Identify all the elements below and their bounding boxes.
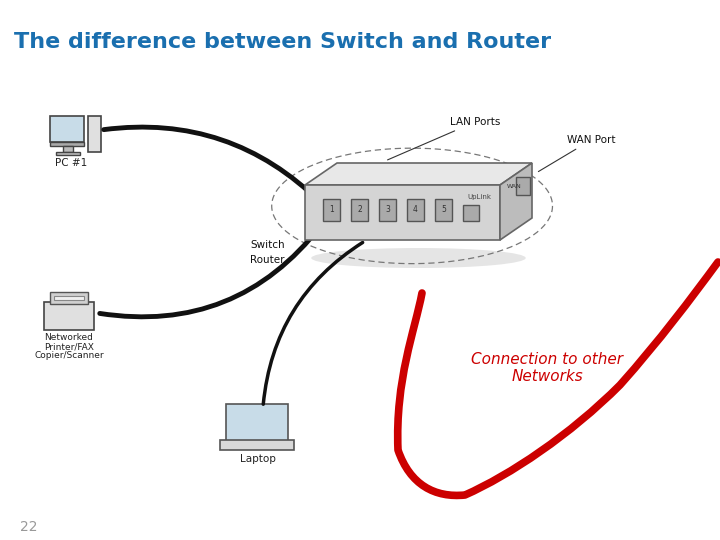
Polygon shape (305, 163, 532, 185)
Text: WAN: WAN (507, 184, 521, 188)
Text: UpLink: UpLink (467, 194, 491, 200)
Bar (220, 440, 294, 450)
Text: Copier/Scanner: Copier/Scanner (34, 351, 104, 360)
Bar (323, 199, 340, 221)
Text: 1: 1 (329, 206, 334, 214)
Bar (407, 199, 424, 221)
Bar (463, 205, 479, 221)
Bar (305, 185, 500, 240)
Text: PC #1: PC #1 (55, 158, 87, 168)
Text: Router: Router (250, 255, 284, 265)
Text: Printer/FAX: Printer/FAX (44, 342, 94, 351)
Bar (50, 116, 84, 142)
Bar (226, 404, 288, 442)
Bar (63, 146, 73, 152)
Text: LAN Ports: LAN Ports (387, 117, 500, 160)
Bar (44, 302, 94, 330)
Text: Laptop: Laptop (240, 454, 276, 464)
Bar (50, 292, 88, 304)
Text: WAN Port: WAN Port (539, 135, 616, 172)
Bar (351, 199, 368, 221)
Text: 22: 22 (20, 520, 37, 534)
Polygon shape (500, 163, 532, 240)
Text: Connection to other
Networks: Connection to other Networks (471, 352, 623, 384)
Ellipse shape (311, 248, 526, 268)
Text: 2: 2 (357, 206, 362, 214)
Text: Switch: Switch (250, 240, 284, 250)
Bar (516, 177, 530, 195)
Bar (379, 199, 396, 221)
Bar (56, 152, 80, 155)
Text: Networked: Networked (45, 333, 94, 342)
Text: 5: 5 (441, 206, 446, 214)
Text: 4: 4 (413, 206, 418, 214)
Bar (88, 116, 101, 152)
Bar (54, 296, 84, 300)
Bar (435, 199, 452, 221)
Text: 3: 3 (385, 206, 390, 214)
Bar (50, 142, 84, 146)
Text: The difference between Switch and Router: The difference between Switch and Router (14, 32, 551, 52)
